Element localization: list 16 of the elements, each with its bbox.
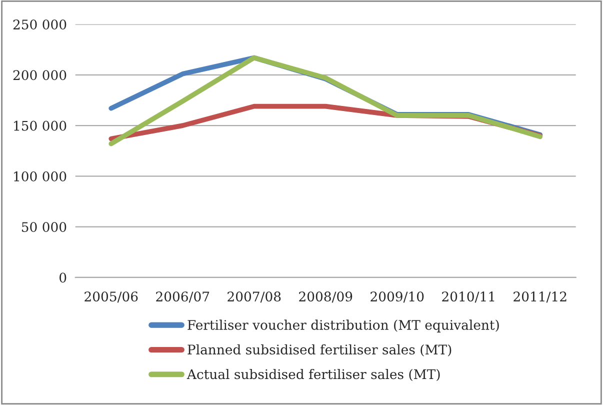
legend-label: Fertiliser voucher distribution (MT equivalent) bbox=[188, 320, 499, 332]
x-tick-label: 2006/07 bbox=[156, 292, 210, 303]
y-tick-label: 150 000 bbox=[14, 120, 66, 131]
y-tick-label: 200 000 bbox=[13, 70, 66, 80]
x-tick-label: 2011/12 bbox=[514, 292, 566, 303]
x-tick-label: 2007/08 bbox=[228, 292, 281, 303]
y-tick-label: 250 000 bbox=[13, 20, 66, 30]
legend-label: Actual subsidised fertiliser sales (MT) bbox=[186, 368, 440, 382]
x-tick-label: 2008/09 bbox=[299, 292, 352, 303]
x-tick-label: 2005/06 bbox=[84, 292, 138, 303]
legend-label: Planned subsidised fertiliser sales (MT) bbox=[188, 344, 452, 356]
x-tick-label: 2009/10 bbox=[370, 292, 424, 303]
y-tick-label: 0 bbox=[60, 272, 66, 283]
y-tick-label: 50 000 bbox=[22, 222, 66, 232]
x-tick-label: 2010/11 bbox=[442, 292, 494, 303]
y-tick-label: 100 000 bbox=[14, 171, 66, 182]
